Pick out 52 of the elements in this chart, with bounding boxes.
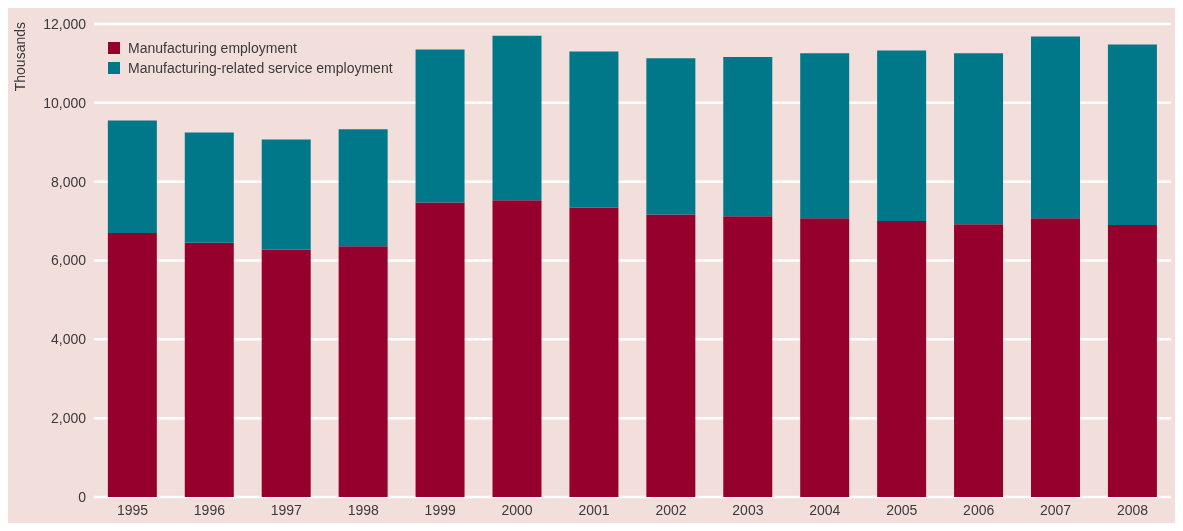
x-tick-label: 2002 (655, 501, 687, 518)
y-tick-label: 6,000 (50, 252, 87, 269)
x-tick-label: 1999 (424, 501, 456, 518)
x-tick-label: 2000 (501, 501, 533, 518)
bar (800, 53, 850, 219)
bar (1030, 218, 1080, 497)
y-axis-title: Thousands (12, 22, 28, 92)
bar (877, 221, 927, 497)
bar (646, 214, 696, 497)
x-tick-label: 2003 (732, 501, 764, 518)
bar (646, 58, 696, 215)
bar (877, 50, 927, 222)
bar (723, 216, 773, 497)
y-tick-label: 2,000 (50, 410, 87, 427)
bar (261, 249, 311, 497)
x-tick-label: 2007 (1040, 501, 1072, 518)
bar (569, 207, 619, 497)
bar (338, 246, 388, 497)
x-tick-label: 2006 (963, 501, 995, 518)
y-tick-label: 8,000 (50, 173, 87, 190)
bar (1030, 36, 1080, 219)
bar (338, 129, 388, 247)
bar (107, 120, 157, 233)
bar (415, 202, 465, 497)
x-tick-label: 2001 (578, 501, 610, 518)
x-tick-label: 2008 (1116, 501, 1149, 518)
legend-label: Manufacturing employment (128, 39, 297, 58)
bar (492, 200, 542, 497)
x-tick-label: 1997 (270, 501, 303, 518)
bar (954, 224, 1004, 497)
y-tick-label: 0 (78, 488, 87, 505)
y-tick-label: 10,000 (43, 94, 87, 111)
x-tick-label: 2004 (809, 501, 841, 518)
bar (723, 57, 773, 217)
bar (954, 53, 1004, 225)
x-tick-label: 1998 (347, 501, 380, 518)
bar (800, 218, 850, 497)
bar (1107, 44, 1157, 226)
bar (415, 49, 465, 203)
bar (107, 232, 157, 497)
x-tick-label: 1995 (116, 501, 149, 518)
x-tick-label: 1996 (193, 501, 226, 518)
bar (1107, 225, 1157, 497)
bar (569, 51, 619, 208)
bar (184, 242, 234, 497)
bar (184, 132, 234, 243)
bar (261, 139, 311, 250)
legend-label: Manufacturing-related service employment (128, 59, 393, 78)
bar (492, 35, 542, 201)
x-tick-label: 2005 (886, 501, 918, 518)
y-tick-label: 12,000 (43, 15, 87, 32)
y-tick-label: 4,000 (50, 331, 87, 348)
